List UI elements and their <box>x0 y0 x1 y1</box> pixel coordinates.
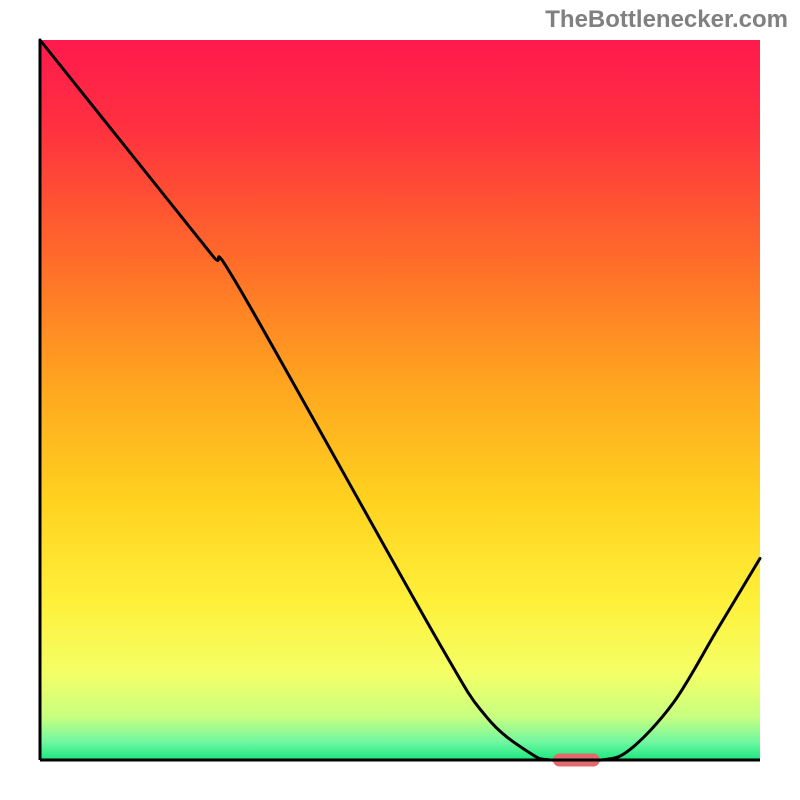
bottleneck-chart <box>0 0 800 800</box>
watermark-text: TheBottlenecker.com <box>545 6 788 34</box>
chart-container: TheBottlenecker.com <box>0 0 800 800</box>
gradient-background <box>40 40 760 760</box>
